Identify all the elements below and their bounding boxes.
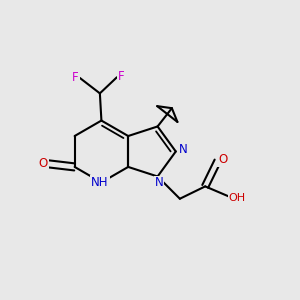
- Text: OH: OH: [229, 193, 246, 203]
- Text: F: F: [118, 70, 124, 83]
- Text: N: N: [178, 143, 187, 156]
- Text: F: F: [72, 70, 79, 83]
- Text: O: O: [38, 157, 48, 170]
- Text: NH: NH: [91, 176, 109, 189]
- Text: O: O: [218, 153, 227, 166]
- Text: N: N: [155, 176, 164, 190]
